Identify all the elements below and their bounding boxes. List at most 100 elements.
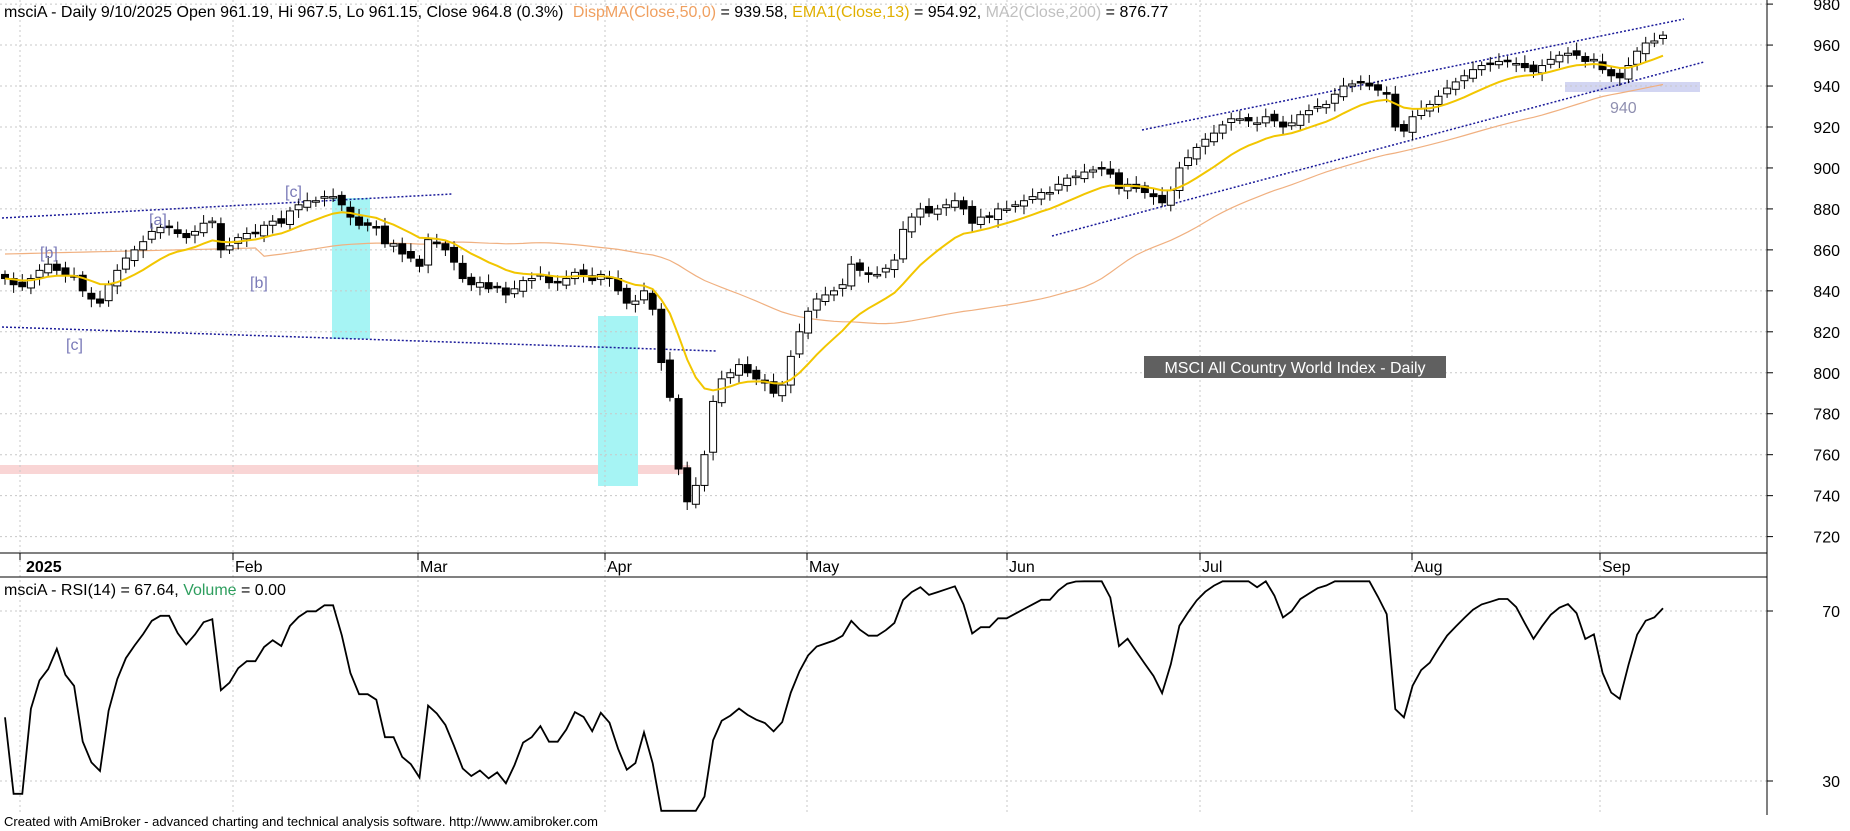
candle-body	[1287, 122, 1296, 127]
candle	[864, 266, 873, 283]
candle-body	[1399, 124, 1408, 132]
candle	[821, 286, 830, 306]
wave-label-c2: [c]	[66, 337, 83, 354]
candle	[121, 249, 130, 274]
candle	[1650, 32, 1659, 48]
candle-body	[113, 269, 122, 287]
candle-body	[752, 369, 761, 380]
candle-body	[665, 359, 674, 398]
candle-body	[294, 204, 303, 211]
candle	[968, 200, 977, 232]
candle	[113, 264, 122, 295]
candle-body	[260, 224, 269, 237]
candle-body	[717, 378, 726, 404]
candle-body	[804, 310, 813, 334]
x-tick-label: Mar	[420, 559, 448, 576]
candle-body	[1253, 122, 1262, 125]
candle	[1589, 53, 1598, 69]
candle-body	[1235, 118, 1244, 121]
candle-body	[1520, 62, 1529, 69]
candle-body	[1106, 168, 1115, 175]
candle	[320, 190, 329, 207]
candle	[1037, 188, 1046, 206]
candle-body	[527, 278, 536, 282]
candle	[1201, 133, 1210, 155]
symbol-line: msciA - Daily 9/10/2025 Open 961.19, Hi …	[4, 4, 563, 21]
candle-body	[1529, 64, 1538, 73]
candle-body	[424, 239, 433, 266]
candle	[1192, 143, 1201, 166]
candle	[1080, 163, 1089, 183]
candle-body	[510, 288, 519, 295]
candle-body	[277, 218, 286, 224]
candle	[890, 253, 899, 278]
blue-zone-940	[1565, 82, 1700, 92]
candle-body	[95, 298, 104, 304]
candle-body	[855, 262, 864, 271]
candle-body	[458, 262, 467, 280]
candle	[847, 256, 856, 291]
candle-body	[1184, 157, 1193, 166]
candle-body	[1175, 167, 1184, 191]
candle-body	[579, 269, 588, 275]
candle	[95, 290, 104, 308]
candle-body	[1503, 59, 1512, 63]
x-tick-label: Jun	[1009, 559, 1035, 576]
candle	[1546, 51, 1555, 69]
candle	[1279, 115, 1288, 136]
candle-body	[35, 269, 44, 278]
candle-body	[61, 267, 70, 275]
candle	[1244, 113, 1253, 127]
candle	[35, 264, 44, 286]
candle	[208, 217, 217, 229]
candle	[1434, 90, 1443, 113]
candle-body	[1166, 189, 1175, 206]
candle	[795, 323, 804, 359]
candle-body	[1054, 183, 1063, 191]
candle	[830, 286, 838, 302]
candle	[657, 303, 666, 371]
candle-body	[139, 241, 148, 251]
candle	[648, 289, 657, 316]
y-tick-label: 920	[1813, 120, 1840, 137]
x-tick-label: Jul	[1202, 559, 1222, 576]
candle	[294, 198, 303, 218]
candle	[467, 273, 476, 291]
candle-body	[1477, 65, 1486, 71]
candle-body	[501, 287, 510, 296]
candle-body	[26, 278, 35, 289]
candle	[355, 208, 364, 230]
candle-body	[1123, 183, 1132, 192]
candle-body	[1581, 56, 1590, 62]
candle	[1045, 186, 1054, 201]
candle	[1615, 67, 1624, 87]
candle	[441, 239, 450, 257]
candle-body	[320, 196, 329, 199]
candle-body	[1149, 193, 1158, 198]
volume-value: = 0.00	[241, 582, 286, 599]
y-tick-label: 860	[1813, 243, 1840, 260]
rsi-line	[4, 580, 1664, 812]
candle	[924, 198, 933, 218]
candle	[985, 211, 994, 224]
candle-body	[1330, 93, 1339, 104]
candle-body	[1270, 113, 1279, 122]
x-tick-label: Feb	[235, 559, 263, 576]
rsi-tick-label: 70	[1822, 604, 1840, 621]
candle	[18, 274, 27, 291]
candle	[709, 395, 718, 461]
candle	[950, 192, 959, 212]
candle-body	[622, 287, 631, 304]
candle	[311, 196, 320, 207]
candle-body	[873, 273, 882, 277]
candle-body	[1261, 116, 1270, 124]
candle-body	[1097, 167, 1106, 170]
candle	[1348, 79, 1357, 93]
ind1-value: = 939.58,	[721, 4, 793, 21]
candle	[1339, 77, 1348, 101]
volume-label: Volume	[183, 582, 236, 599]
candle	[804, 307, 813, 340]
candle-body	[942, 204, 951, 209]
y-tick-label: 800	[1813, 366, 1840, 383]
candle	[147, 223, 156, 244]
